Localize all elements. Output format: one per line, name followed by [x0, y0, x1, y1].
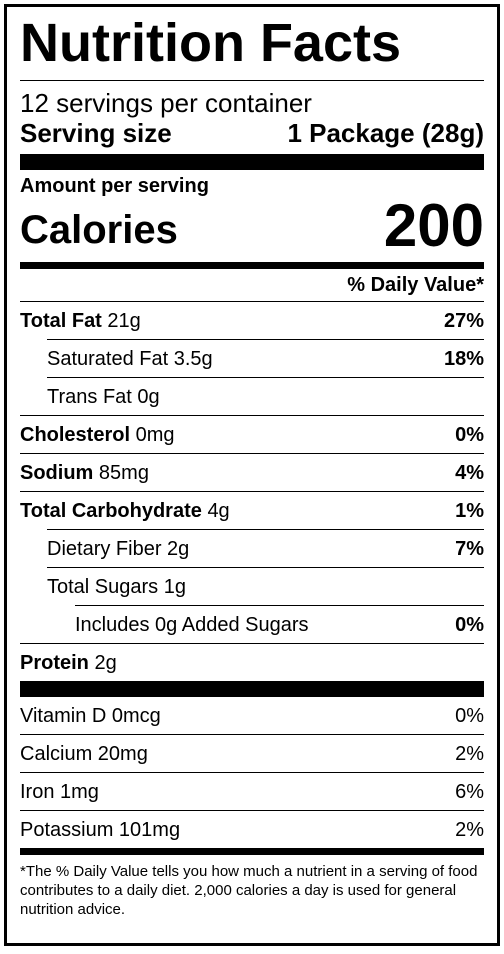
nutrient-amount: 85mg — [98, 461, 149, 484]
nutrient-label: Protein 2g — [20, 653, 117, 673]
row-divider — [20, 810, 484, 811]
nutrient-label: Cholesterol 0mg — [20, 425, 175, 445]
serving-size-row: Serving size 1 Package (28g) — [20, 118, 484, 154]
nutrient-amount: 4g — [207, 499, 230, 522]
row-divider — [20, 415, 484, 416]
calories-value: 200 — [383, 192, 484, 259]
nutrient-dv: 4% — [455, 461, 484, 484]
nutrient-row-sodium: Sodium 85mg 4% — [20, 454, 484, 491]
nutrient-name: Total Carbohydrate — [20, 499, 202, 522]
vitamin-name: Calcium 20mg — [20, 742, 148, 765]
nutrient-name: Includes 0g Added Sugars — [75, 613, 309, 636]
title-divider — [20, 80, 484, 81]
nutrient-label: Total Fat 21g — [20, 311, 141, 331]
nutrient-name: Trans Fat — [47, 385, 132, 408]
nutrient-row-added-sugars: Includes 0g Added Sugars 0% — [20, 606, 484, 643]
nutrient-name: Total Sugars — [47, 575, 159, 598]
nutrient-row-dietary-fiber: Dietary Fiber 2g 7% — [20, 530, 484, 567]
medium-divider-footer — [20, 848, 484, 855]
nutrient-label: Dietary Fiber 2g — [47, 539, 189, 559]
vitamin-row: Potassium 101mg 2% — [20, 811, 484, 848]
nutrient-row-total-fat: Total Fat 21g 27% — [20, 302, 484, 339]
nutrient-dv: 0% — [455, 423, 484, 446]
row-divider — [47, 377, 484, 378]
nutrient-dv: 0% — [455, 613, 484, 636]
serving-size-label: Serving size — [20, 118, 172, 148]
daily-value-header: % Daily Value* — [347, 274, 484, 296]
vitamin-name: Iron 1mg — [20, 780, 99, 803]
serving-size-value: 1 Package (28g) — [287, 118, 484, 148]
row-divider — [20, 643, 484, 644]
vitamin-dv: 0% — [455, 704, 484, 727]
vitamin-row: Calcium 20mg 2% — [20, 735, 484, 772]
nutrient-name: Cholesterol — [20, 423, 131, 446]
row-divider — [20, 301, 484, 302]
nutrient-dv: 1% — [455, 499, 484, 522]
nutrient-row-trans-fat: Trans Fat 0g — [20, 378, 484, 415]
calories-row: Calories 200 — [20, 196, 484, 256]
label-title: Nutrition Facts — [20, 13, 402, 73]
nutrient-label: Trans Fat 0g — [47, 387, 160, 407]
nutrient-row-saturated-fat: Saturated Fat 3.5g 18% — [20, 340, 484, 377]
row-divider — [47, 529, 484, 530]
servings-per-container: 12 servings per container — [20, 88, 312, 118]
thick-divider-top — [20, 154, 484, 170]
row-divider — [47, 339, 484, 340]
row-divider — [20, 491, 484, 492]
nutrient-dv: 7% — [455, 537, 484, 560]
nutrient-amount: 0g — [137, 385, 160, 408]
nutrient-name: Saturated Fat — [47, 347, 169, 370]
vitamin-row: Iron 1mg 6% — [20, 773, 484, 810]
nutrient-name: Total Fat — [20, 309, 102, 332]
nutrient-amount: 3.5g — [173, 347, 213, 370]
vitamin-dv: 2% — [455, 818, 484, 841]
nutrient-amount: 0mg — [135, 423, 175, 446]
nutrient-amount: 2g — [94, 651, 117, 674]
vitamin-dv: 2% — [455, 742, 484, 765]
nutrient-name: Protein — [20, 651, 89, 674]
nutrient-label: Total Carbohydrate 4g — [20, 501, 230, 521]
nutrient-label: Saturated Fat 3.5g — [47, 349, 213, 369]
nutrition-facts-label: Nutrition Facts 12 servings per containe… — [4, 4, 500, 946]
nutrient-row-total-carbohydrate: Total Carbohydrate 4g 1% — [20, 492, 484, 529]
nutrient-amount: 2g — [167, 537, 190, 560]
amount-per-serving: Amount per serving — [20, 175, 209, 197]
nutrient-dv: 18% — [443, 347, 484, 370]
vitamin-row: Vitamin D 0mcg 0% — [20, 697, 484, 734]
medium-divider — [20, 262, 484, 269]
nutrient-name: Dietary Fiber — [47, 537, 162, 560]
nutrient-row-total-sugars: Total Sugars 1g — [20, 568, 484, 605]
footnote: *The % Daily Value tells you how much a … — [20, 863, 478, 918]
vitamins-list: Vitamin D 0mcg 0% Calcium 20mg 2% Iron 1mg 6%… — [20, 697, 484, 848]
nutrient-amount: 21g — [107, 309, 141, 332]
nutrient-row-protein: Protein 2g — [20, 644, 484, 681]
thick-divider-bottom — [20, 681, 484, 697]
nutrient-label: Total Sugars 1g — [47, 577, 186, 597]
row-divider — [20, 734, 484, 735]
nutrient-row-cholesterol: Cholesterol 0mg 0% — [20, 416, 484, 453]
nutrient-dv: 27% — [443, 309, 484, 332]
row-divider — [47, 567, 484, 568]
row-divider — [20, 772, 484, 773]
row-divider — [75, 605, 484, 606]
calories-label: Calories — [20, 208, 178, 252]
vitamin-name: Vitamin D 0mcg — [20, 704, 161, 727]
nutrient-amount: 1g — [163, 575, 186, 598]
vitamin-dv: 6% — [455, 780, 484, 803]
vitamin-name: Potassium 101mg — [20, 818, 181, 841]
nutrient-label: Sodium 85mg — [20, 463, 149, 483]
nutrient-name: Sodium — [20, 461, 94, 484]
row-divider — [20, 453, 484, 454]
